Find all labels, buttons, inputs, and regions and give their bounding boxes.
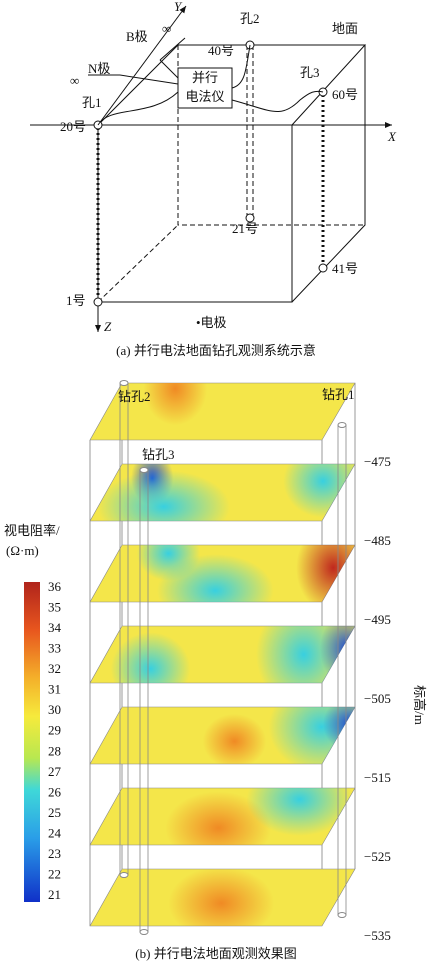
label: 地面 xyxy=(332,21,358,36)
colorbar-tick-label: 34 xyxy=(48,620,62,635)
label: 40号 xyxy=(208,43,234,58)
borehole-cap xyxy=(119,380,129,386)
colorbar-tick-label: 31 xyxy=(48,682,61,697)
anomaly xyxy=(168,869,275,926)
colorbar-tick-label: 25 xyxy=(48,805,61,820)
label: 孔2 xyxy=(240,11,260,26)
colorbar-tick-label: 32 xyxy=(48,661,61,676)
borehole-label: 钻孔2 xyxy=(118,389,151,404)
figure-b xyxy=(89,380,356,935)
diagram-a: Y B极 ∞ N极 ∞ 孔2 40号 地面 并行 电法仪 孔3 60号 孔1 2… xyxy=(30,0,397,358)
borehole-cap xyxy=(337,422,347,428)
colorbar xyxy=(24,582,40,902)
elevation-tick-label: −535 xyxy=(364,928,391,943)
anomaly xyxy=(246,788,353,836)
elevation-tick-label: −485 xyxy=(364,533,391,548)
y-axis xyxy=(97,5,187,126)
borehole-label: 钻孔1 xyxy=(322,387,355,402)
label: Z xyxy=(104,319,112,334)
anomaly xyxy=(165,791,272,845)
anomaly xyxy=(283,464,355,518)
colorbar-tick-label: 36 xyxy=(48,579,62,594)
label: ∞ xyxy=(70,73,79,88)
borehole-tube xyxy=(139,469,149,933)
colorbar-tick-label: 33 xyxy=(48,641,61,656)
elevation-tick-label: −475 xyxy=(364,454,391,469)
elevation-tick-label: −495 xyxy=(364,612,391,627)
label: 孔1 xyxy=(82,95,102,110)
anomaly xyxy=(296,545,355,602)
label: 21号 xyxy=(232,221,258,236)
borehole-cap xyxy=(139,467,149,473)
slice-anomalies xyxy=(165,788,353,845)
box-edge xyxy=(98,125,293,303)
borehole-tube xyxy=(337,424,347,916)
borehole-cap xyxy=(337,912,347,918)
label: N极 xyxy=(88,61,110,76)
colorbar-tick-label: 29 xyxy=(48,723,61,738)
anomaly xyxy=(202,713,267,764)
colorbar-tick-label: 23 xyxy=(48,846,61,861)
anomaly xyxy=(110,632,191,683)
slice-anomalies xyxy=(168,869,275,926)
slice-anomalies xyxy=(202,707,355,764)
hidden-edge xyxy=(97,224,179,303)
label: 并行 xyxy=(192,70,218,85)
label: 60号 xyxy=(332,87,358,102)
borehole-label: 钻孔3 xyxy=(142,447,175,462)
label: 1号 xyxy=(66,293,86,308)
label: Y xyxy=(174,0,183,14)
label: ∞ xyxy=(162,21,171,36)
instrument-box xyxy=(177,67,233,109)
box-edge xyxy=(97,44,367,126)
elevation-tick-label: −525 xyxy=(364,849,391,864)
colorbar-tick-label: 30 xyxy=(48,702,61,717)
colorbar-tick-label: 22 xyxy=(48,866,61,881)
colorbar-title: 视电阻率/ xyxy=(4,523,60,538)
slice-anomalies xyxy=(143,383,208,426)
caption: (a) 并行电法地面钻孔观测系统示意 xyxy=(116,343,316,358)
label: 电法仪 xyxy=(185,89,224,104)
colorbar-tick-label: 24 xyxy=(48,825,62,840)
anomaly xyxy=(156,554,274,602)
colorbar-tick-label: 26 xyxy=(48,784,62,799)
label: X xyxy=(387,129,397,144)
borehole-cap xyxy=(139,929,149,935)
label: 孔3 xyxy=(300,65,320,80)
label: •电极 xyxy=(196,315,227,330)
elevation-tick-label: −515 xyxy=(364,770,391,785)
box-edge xyxy=(291,45,366,303)
anomaly xyxy=(97,470,230,521)
colorbar-tick-label: 21 xyxy=(48,887,61,902)
slice-anomalies xyxy=(136,545,355,602)
label: 20号 xyxy=(60,119,86,134)
elevation-tick-label: −505 xyxy=(364,691,391,706)
cable xyxy=(97,44,324,126)
colorbar-tick-label: 35 xyxy=(48,600,61,615)
axis-label: 标高/m xyxy=(412,685,427,725)
colorbar-tick-label: 27 xyxy=(48,764,62,779)
label: 41号 xyxy=(332,261,358,276)
label: B极 xyxy=(126,29,148,44)
colorbar-tick-label: 28 xyxy=(48,743,61,758)
caption: (b) 并行电法地面观测效果图 xyxy=(135,946,296,961)
cable xyxy=(159,37,186,61)
borehole-cap xyxy=(119,872,129,878)
electrodes xyxy=(93,40,328,307)
colorbar-title: (Ω·m) xyxy=(6,543,39,558)
anomaly xyxy=(143,383,208,426)
